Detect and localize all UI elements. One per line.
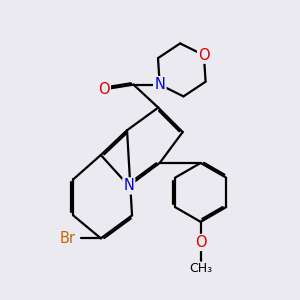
Text: O: O xyxy=(98,82,110,97)
Text: N: N xyxy=(154,77,165,92)
Text: Br: Br xyxy=(60,231,76,246)
Text: O: O xyxy=(198,48,210,63)
Text: N: N xyxy=(154,77,165,92)
Text: N: N xyxy=(123,178,134,194)
Text: CH₃: CH₃ xyxy=(189,262,212,275)
Text: O: O xyxy=(195,235,206,250)
